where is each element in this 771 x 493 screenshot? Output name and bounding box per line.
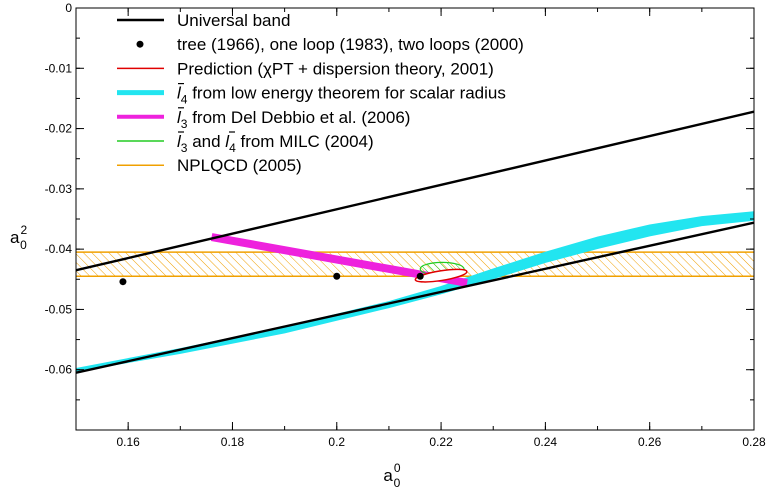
y-tick-label: -0.05 [45, 302, 73, 316]
legend-l-subscript: 4 [229, 141, 236, 155]
x-tick-label: 0.26 [638, 435, 662, 449]
y-tick-label: -0.04 [45, 242, 73, 256]
x-axis-label: a0 0 [383, 461, 400, 490]
y-axis-label: a2 0 [10, 223, 27, 252]
x-tick-label: 0.16 [116, 435, 140, 449]
x-tick-label: 0.24 [534, 435, 558, 449]
legend-entry: Universal band [177, 11, 290, 30]
y-tick-label: -0.02 [45, 122, 73, 136]
legend-swatch [136, 40, 144, 48]
legend-l-symbol: l [225, 132, 230, 151]
legend-l-subscript: 3 [181, 141, 188, 155]
y-tick-label: -0.06 [45, 363, 73, 377]
legend-l-subscript: 4 [181, 93, 188, 107]
x-tick-label: 0.28 [742, 435, 766, 449]
legend-entry: tree (1966), one loop (1983), two loops … [177, 35, 524, 54]
data-point [119, 278, 127, 286]
legend-l-subscript: 3 [181, 117, 188, 131]
scalar-radius-band [76, 211, 754, 373]
legend-l-symbol: l [177, 108, 182, 127]
legend-entry: l3 and l4 from MILC (2004) [177, 132, 374, 155]
universal-band-upper [76, 110, 754, 272]
legend-entry: l3 from Del Debbio et al. (2006) [177, 108, 410, 131]
legend-entry: NPLQCD (2005) [177, 156, 302, 175]
axes: 0.16 0.18 0.2 0.22 0.24 0.26 0.28 0 -0.01 -0.02 -0… [45, 1, 766, 449]
legend-entry: l4 from low energy theorem for scalar ra… [177, 84, 506, 107]
x-tick-label: 0.18 [221, 435, 245, 449]
x-tick-label: 0.22 [429, 435, 453, 449]
universal-band-lower [76, 221, 754, 374]
data-point [416, 272, 424, 280]
legend-l-symbol: l [177, 132, 182, 151]
x-tick-label: 0.2 [328, 435, 345, 449]
y-tick-label: -0.03 [45, 182, 73, 196]
data-point [333, 272, 341, 280]
y-tick-label: -0.01 [45, 61, 73, 75]
plot-area [76, 110, 754, 374]
legend-l-symbol: l [177, 84, 182, 103]
y-tick-label: 0 [65, 1, 72, 15]
legend: Universal band tree (1966), one loop (198… [117, 11, 524, 175]
legend-entry: Prediction (χPT + dispersion theory, 200… [177, 59, 494, 78]
prediction-ellipse [414, 268, 468, 283]
